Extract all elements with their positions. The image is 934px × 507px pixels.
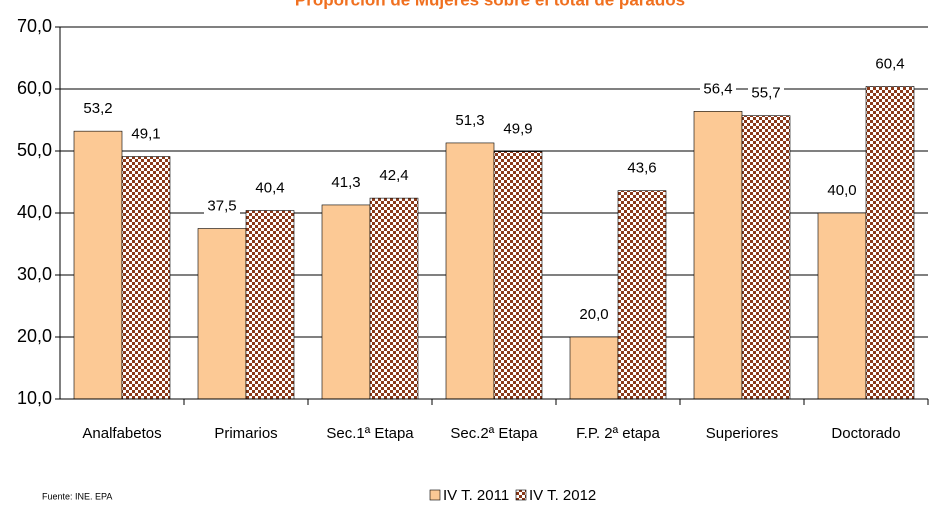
value-label: 51,3	[455, 112, 484, 129]
value-label-bg	[376, 166, 412, 187]
value-label-bg	[700, 79, 736, 100]
bar	[445, 142, 495, 400]
value-label: 40,0	[827, 182, 856, 199]
bar	[817, 212, 867, 400]
y-tick-label: 40,0	[17, 202, 52, 222]
value-label-bg	[748, 83, 784, 104]
value-label-bg	[128, 124, 164, 145]
bar	[245, 210, 295, 400]
value-label: 55,7	[751, 85, 780, 102]
value-label: 43,6	[627, 160, 656, 177]
bar	[121, 156, 171, 400]
value-label-bg	[500, 119, 536, 140]
bar	[369, 197, 419, 400]
legend-label: IV T. 2011	[443, 487, 509, 504]
y-tick-label: 50,0	[17, 140, 52, 160]
x-tick-label: F.P. 2ª etapa	[576, 425, 660, 442]
y-tick-label: 30,0	[17, 264, 52, 284]
value-label-bg	[824, 181, 860, 201]
bar	[569, 336, 619, 400]
value-label-bg	[872, 54, 908, 75]
value-label-bg	[80, 99, 116, 120]
value-label-bg	[204, 196, 240, 217]
value-label-bg	[252, 178, 288, 199]
value-label: 49,9	[503, 121, 532, 138]
legend-swatch	[429, 489, 441, 501]
x-tick-label: Sec.1ª Etapa	[326, 425, 414, 442]
chart-title: Proporción de Mujeres sobre el total de …	[295, 0, 685, 9]
bar	[321, 204, 371, 400]
x-tick-label: Superiores	[706, 425, 779, 442]
source: Fuente: INE. EPA	[42, 491, 112, 501]
y-tick-label: 60,0	[17, 78, 52, 98]
value-label: 42,4	[379, 167, 408, 184]
x-tick-label: Doctorado	[831, 425, 900, 442]
x-tick-label: Analfabetos	[82, 425, 161, 442]
legend-swatch	[515, 489, 527, 501]
value-label-bg	[576, 305, 612, 325]
value-label: 60,4	[875, 55, 904, 72]
value-label: 37,5	[207, 197, 236, 214]
value-label: 20,0	[579, 306, 608, 323]
value-label-bg	[624, 158, 660, 179]
value-label: 53,2	[83, 100, 112, 117]
value-label: 40,4	[255, 179, 284, 196]
y-tick-label: 70,0	[17, 16, 52, 36]
bar	[73, 130, 123, 400]
x-tick-label: Primarios	[214, 425, 277, 442]
value-label-bg	[328, 172, 364, 193]
y-tick-label: 10,0	[17, 388, 52, 408]
bar	[741, 115, 791, 400]
y-tick-label: 20,0	[17, 326, 52, 346]
value-label: 41,3	[331, 174, 360, 191]
bar	[693, 111, 743, 400]
value-label: 56,4	[703, 80, 732, 97]
bar	[493, 151, 543, 400]
value-label: 49,1	[131, 126, 160, 143]
x-tick-label: Sec.2ª Etapa	[450, 425, 538, 442]
bar	[617, 190, 667, 400]
legend-label: IV T. 2012	[529, 487, 596, 504]
value-label-bg	[452, 110, 488, 131]
bar	[865, 86, 915, 400]
bar	[197, 228, 247, 400]
